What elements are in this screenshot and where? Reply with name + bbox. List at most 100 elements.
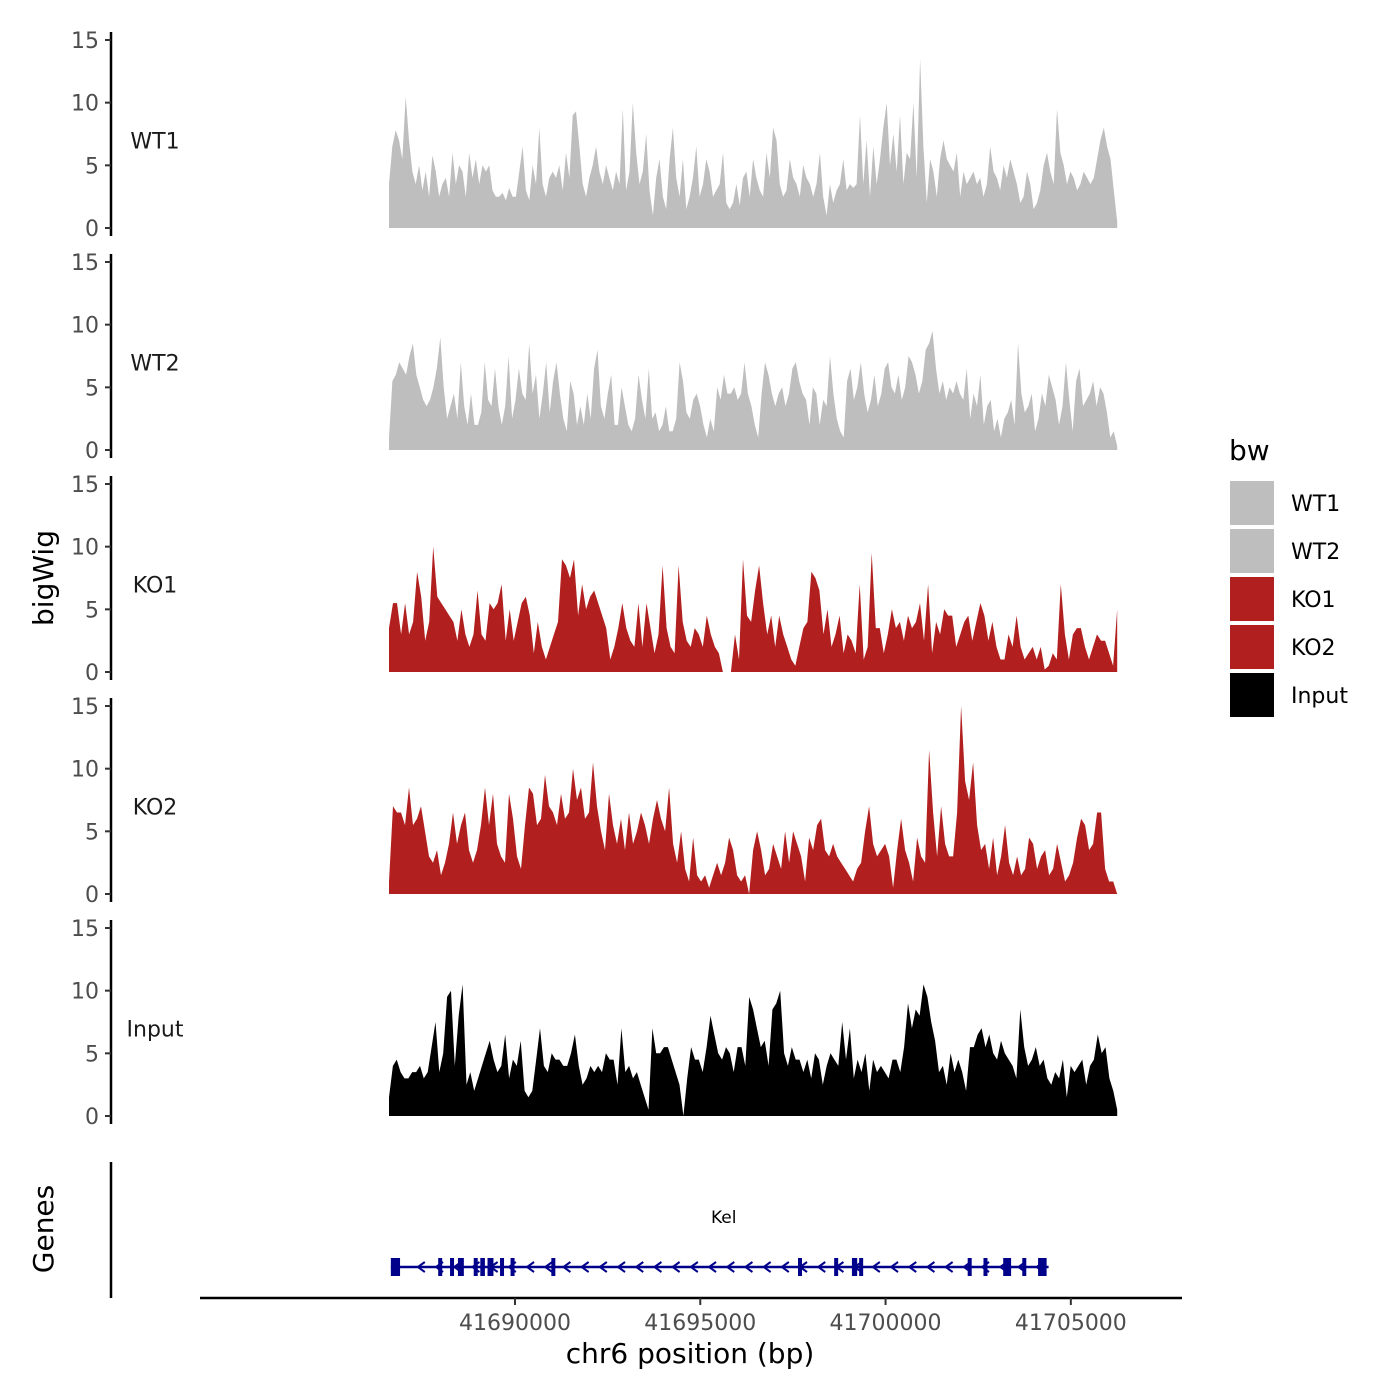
y-tick-label: 5 <box>85 820 99 845</box>
y-tick-label: 15 <box>71 473 99 498</box>
x-tick-label: 41700000 <box>830 1311 942 1336</box>
legend-item-input: Input <box>1228 671 1348 719</box>
strand-arrow <box>725 1261 735 1273</box>
x-tick-label: 41690000 <box>459 1311 571 1336</box>
legend-swatch <box>1228 575 1276 623</box>
strand-arrow <box>925 1261 936 1273</box>
strand-arrow <box>816 1261 826 1273</box>
strand-arrow <box>543 1261 553 1273</box>
gene-exon <box>859 1258 864 1276</box>
y-tick-label: 5 <box>85 1042 99 1067</box>
strand-arrow <box>670 1261 681 1273</box>
strand-arrow <box>652 1261 663 1273</box>
strand-arrow <box>561 1261 572 1273</box>
signal-tracks: 0 5 10 15 WT1 0 5 10 15 WT2 0 5 10 15 KO1 0 5 10 15 KO2 0 5 10… <box>71 29 1118 1130</box>
y-tick-label: 0 <box>85 1105 99 1130</box>
y-tick-label: 10 <box>71 758 99 783</box>
track-ko2: 0 5 10 15 KO2 <box>71 695 1118 908</box>
strand-arrow <box>689 1261 699 1273</box>
genes-panel: Genes Kel <box>27 1162 1049 1298</box>
track-ko1: 0 5 10 15 KO1 <box>71 473 1118 686</box>
gene-model-kel: Kel <box>390 1208 1049 1276</box>
strand-arrow <box>907 1261 917 1273</box>
signal-area-wt2 <box>389 330 1118 450</box>
y-tick-label: 5 <box>85 376 99 401</box>
strand-arrow <box>943 1261 954 1273</box>
gene-exon <box>1003 1258 1012 1276</box>
x-tick-label: 41695000 <box>644 1311 756 1336</box>
gene-exon <box>834 1258 839 1276</box>
y-tick-label: 15 <box>71 29 99 54</box>
y-tick-label: 0 <box>85 439 99 464</box>
gene-exon <box>967 1258 972 1276</box>
legend-title: bw <box>1229 434 1270 467</box>
legend-label: KO1 <box>1291 588 1336 613</box>
strand-arrow <box>579 1261 590 1273</box>
gene-exon <box>851 1258 858 1276</box>
gene-exon <box>551 1258 556 1276</box>
x-axis-title: chr6 position (bp) <box>566 1337 815 1370</box>
gene-exon <box>500 1258 505 1276</box>
y-tick-label: 0 <box>85 217 99 242</box>
track-label: KO1 <box>133 573 178 598</box>
legend-label: WT1 <box>1291 492 1340 517</box>
y-tick-label: 10 <box>71 536 99 561</box>
gene-exon <box>797 1258 802 1276</box>
strand-arrow <box>743 1261 754 1273</box>
gene-label: Kel <box>711 1208 736 1228</box>
y-axis-title: bigWig <box>27 530 60 626</box>
gene-exon <box>1022 1258 1027 1276</box>
gene-exon <box>450 1258 455 1276</box>
strand-arrow <box>525 1261 535 1273</box>
gene-exon <box>983 1258 988 1276</box>
gene-exon <box>438 1258 443 1276</box>
legend-label: KO2 <box>1291 636 1336 661</box>
strand-arrow <box>871 1261 881 1273</box>
legend-item-wt1: WT1 <box>1228 479 1340 527</box>
strand-arrow <box>616 1261 626 1273</box>
y-tick-label: 5 <box>85 598 99 623</box>
track-label: Input <box>127 1017 184 1042</box>
genes-panel-title: Genes <box>27 1185 60 1273</box>
signal-area-ko2 <box>389 706 1118 894</box>
strand-arrow <box>598 1261 608 1273</box>
gene-exon <box>457 1258 464 1276</box>
legend-label: WT2 <box>1291 540 1340 565</box>
track-wt2: 0 5 10 15 WT2 <box>71 251 1118 464</box>
gene-exon <box>1038 1258 1047 1276</box>
gene-exon <box>487 1258 494 1276</box>
legend-swatch <box>1228 623 1276 671</box>
y-tick-label: 0 <box>85 661 99 686</box>
legend-swatch <box>1228 671 1276 719</box>
track-input: 0 5 10 15 Input <box>71 917 1118 1130</box>
legend-item-ko1: KO1 <box>1228 575 1336 623</box>
strand-arrow <box>634 1261 644 1273</box>
track-label: WT2 <box>130 351 179 376</box>
y-tick-label: 10 <box>71 980 99 1005</box>
strand-arrow <box>889 1261 899 1273</box>
y-tick-label: 10 <box>71 314 99 339</box>
y-tick-label: 0 <box>85 883 99 908</box>
legend: bw WT1 WT2 KO1 KO2 Input <box>1228 434 1348 719</box>
legend-item-wt2: WT2 <box>1228 527 1340 575</box>
y-tick-label: 10 <box>71 92 99 117</box>
strand-arrow <box>416 1261 426 1273</box>
track-label: KO2 <box>133 795 178 820</box>
y-tick-label: 15 <box>71 917 99 942</box>
y-tick-label: 15 <box>71 251 99 276</box>
legend-label: Input <box>1291 684 1348 709</box>
x-axis: 41690000 41695000 41700000 41705000 chr6 po… <box>200 1296 1182 1370</box>
track-wt1: 0 5 10 15 WT1 <box>71 29 1118 242</box>
legend-item-ko2: KO2 <box>1228 623 1336 671</box>
y-tick-label: 15 <box>71 695 99 720</box>
signal-area-wt1 <box>389 58 1118 228</box>
legend-swatch <box>1228 527 1276 575</box>
signal-area-ko1 <box>389 546 1118 672</box>
gene-exon <box>390 1258 401 1276</box>
y-tick-label: 5 <box>85 154 99 179</box>
gene-exon <box>473 1258 478 1276</box>
strand-arrow <box>780 1261 790 1273</box>
x-tick-label: 41705000 <box>1015 1311 1127 1336</box>
gene-exon <box>480 1258 485 1276</box>
